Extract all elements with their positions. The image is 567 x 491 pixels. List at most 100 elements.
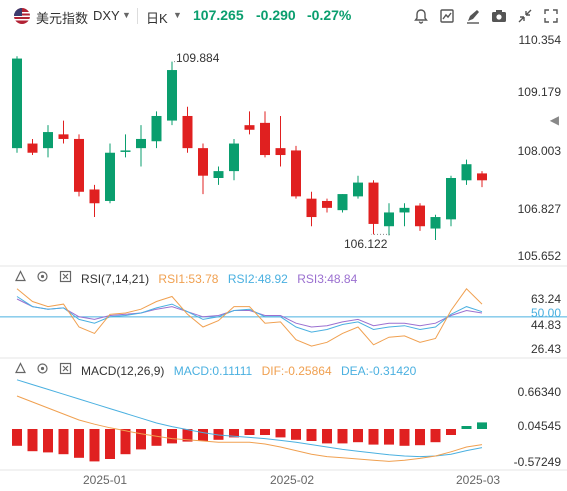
candle-body xyxy=(337,194,348,211)
x-axis-label: 2025-02 xyxy=(270,473,315,487)
candle-body xyxy=(446,177,456,220)
rsi-layer xyxy=(0,288,567,347)
x-axis-label: 2025-03 xyxy=(456,473,501,487)
candle-body xyxy=(74,138,84,192)
macd-value: MACD:0.11111 xyxy=(173,364,253,378)
price-axis-label: 105.652 xyxy=(517,249,561,263)
macd-bar xyxy=(213,429,224,440)
dea-value: DEA:-0.31420 xyxy=(340,364,417,378)
instrument-dropdown-icon[interactable]: ▼ xyxy=(122,10,131,20)
macd-bar xyxy=(322,429,332,444)
instrument-name[interactable]: 美元指数 xyxy=(36,11,89,26)
macd-bar xyxy=(198,429,208,441)
candle-body xyxy=(477,173,487,181)
macd-bar xyxy=(229,429,239,438)
visibility-icon[interactable] xyxy=(14,362,30,378)
candle-body xyxy=(89,189,100,204)
candle-body xyxy=(213,171,224,178)
macd-bar xyxy=(306,429,317,441)
candle-body xyxy=(27,143,38,153)
macd-bar xyxy=(430,429,441,443)
candle-body xyxy=(58,134,69,139)
compress-icon[interactable] xyxy=(516,7,534,25)
candles-layer xyxy=(12,56,487,241)
rsi1-value: RSI1:53.78 xyxy=(158,272,219,286)
rsi-axis-label: 44.83 xyxy=(530,318,561,332)
price-change-percent: -0.27% xyxy=(307,7,352,23)
draw-icon[interactable] xyxy=(464,7,482,25)
close-indicator-icon[interactable] xyxy=(59,362,75,378)
macd-bar xyxy=(58,429,69,455)
macd-bar xyxy=(260,429,270,435)
macd-axis-label: 0.04545 xyxy=(517,419,561,433)
macd-bar xyxy=(461,426,472,429)
candle-body xyxy=(415,205,425,227)
macd-bar xyxy=(12,429,22,446)
macd-bar xyxy=(120,429,131,455)
us-flag-icon xyxy=(14,8,30,24)
candle-body xyxy=(105,152,115,201)
macd-bar xyxy=(275,429,286,438)
rsi2-value: RSI2:48.92 xyxy=(227,272,288,286)
settings-icon[interactable] xyxy=(36,363,52,378)
instrument-code[interactable]: DXY xyxy=(93,8,120,23)
rsi-label: RSI(7,14,21) xyxy=(81,272,150,286)
settings-icon[interactable] xyxy=(36,271,52,286)
period-selector[interactable]: 日K xyxy=(146,11,168,26)
rsi1-line xyxy=(16,288,483,347)
macd-header: MACD(12,26,9) MACD:0.11111 DIF:-0.25864 … xyxy=(14,362,422,378)
candle-body xyxy=(430,217,441,229)
macd-bar xyxy=(74,429,84,458)
price-axis-label: 108.003 xyxy=(517,144,561,158)
collapse-panel-icon[interactable]: ◀ xyxy=(549,113,559,127)
macd-axis-label: -0.57249 xyxy=(513,455,561,469)
candle-body xyxy=(182,115,193,149)
indicator-icon[interactable] xyxy=(438,7,456,25)
camera-icon[interactable] xyxy=(490,7,508,25)
candle-body xyxy=(322,200,332,208)
price-axis-label: 106.827 xyxy=(517,202,561,216)
price-axis-label: 109.179 xyxy=(517,85,561,99)
candle-body xyxy=(291,150,301,197)
candle-body xyxy=(275,148,286,156)
macd-bar xyxy=(244,429,255,435)
candle-body xyxy=(399,207,410,213)
macd-bar xyxy=(368,429,379,445)
candle-body xyxy=(229,143,239,172)
close-indicator-icon[interactable] xyxy=(59,270,75,286)
visibility-icon[interactable] xyxy=(14,270,30,286)
last-price: 107.265 xyxy=(193,7,244,23)
alarm-icon[interactable] xyxy=(412,7,430,25)
macd-bar xyxy=(291,429,301,440)
period-dropdown-icon[interactable]: ▼ xyxy=(173,10,182,20)
x-axis-label: 2025-01 xyxy=(83,473,128,487)
macd-bar xyxy=(399,429,410,446)
high-annotation: 109.884 xyxy=(176,51,220,65)
macd-bar xyxy=(167,429,177,444)
macd-bar xyxy=(182,429,193,442)
rsi-axis-label: 50.00 xyxy=(530,306,561,320)
candle-body xyxy=(244,125,255,130)
candle-body xyxy=(12,58,22,149)
macd-bar xyxy=(89,429,100,462)
candle-body xyxy=(368,182,379,224)
candle-body xyxy=(384,212,394,227)
candle-body xyxy=(260,122,270,156)
rsi3-line xyxy=(16,298,483,328)
fullscreen-icon[interactable] xyxy=(542,7,560,25)
macd-bar xyxy=(477,422,487,429)
dif-value: DIF:-0.25864 xyxy=(261,364,332,378)
macd-bar xyxy=(43,429,53,453)
macd-bar xyxy=(353,429,363,443)
macd-bar xyxy=(136,429,146,450)
macd-bar xyxy=(446,429,456,435)
macd-label: MACD(12,26,9) xyxy=(81,364,165,378)
candle-body xyxy=(353,182,363,197)
macd-bar xyxy=(105,429,115,459)
price-change: -0.290 xyxy=(256,7,296,23)
candle-body xyxy=(43,132,53,149)
chart-header: 美元指数 DXY ▼ 日K ▼ 107.265 -0.290 -0.27% xyxy=(0,0,567,32)
price-axis-label: 110.354 xyxy=(518,33,562,47)
macd-bar xyxy=(151,429,162,446)
